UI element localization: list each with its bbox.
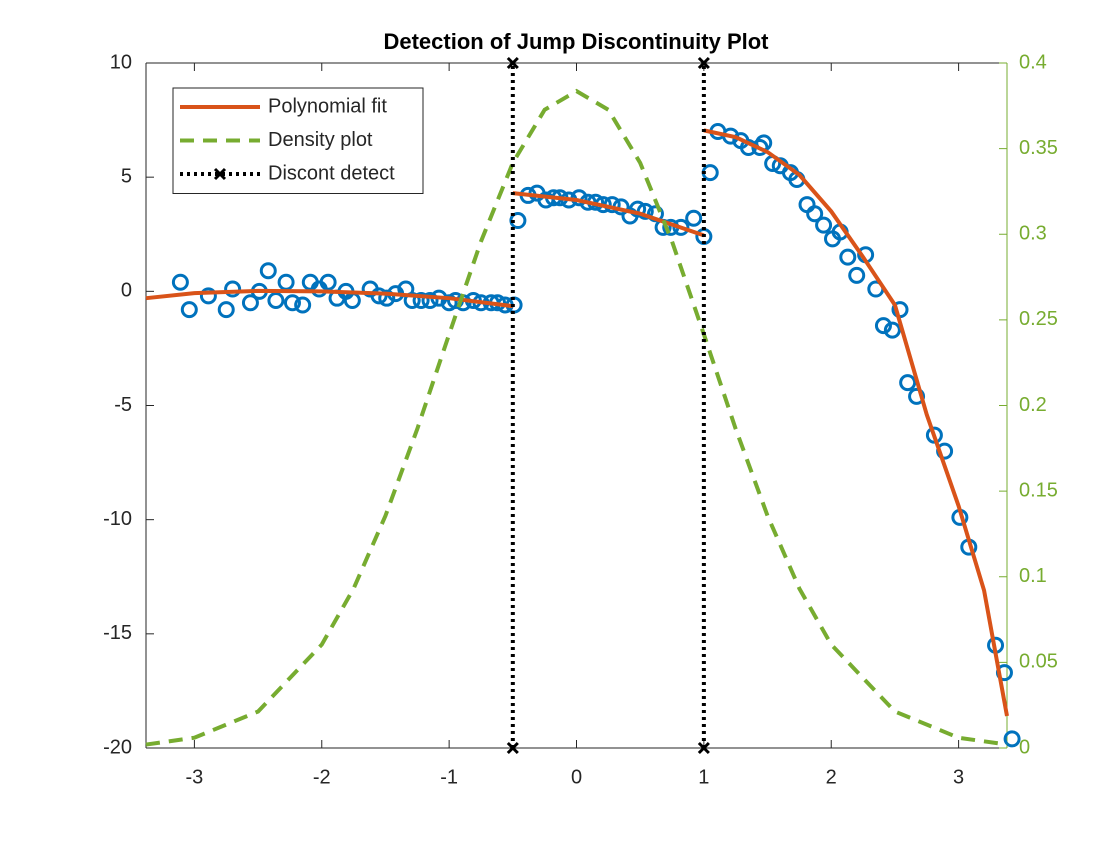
data-point [199, 287, 217, 305]
y2-tick-label: 0 [1019, 736, 1030, 758]
series-line [510, 63, 706, 748]
series-line [145, 128, 1009, 717]
x-tick-label: 0 [571, 766, 582, 788]
legend-label: Discont detect [268, 162, 395, 184]
data-point [412, 291, 430, 309]
data-point [815, 216, 833, 234]
x-tick-label: 2 [826, 766, 837, 788]
data-point [672, 218, 690, 236]
data-point [259, 262, 277, 280]
x-tick-label: -2 [313, 766, 331, 788]
y-tick-label: 5 [121, 165, 132, 187]
data-point [629, 200, 647, 218]
y-tick-label: -10 [103, 508, 132, 530]
data-point [403, 291, 421, 309]
data-point [370, 287, 388, 305]
x-marker [697, 741, 710, 755]
y2-tick-label: 0.4 [1019, 51, 1047, 73]
data-point [217, 301, 235, 319]
y2-tick-label: 0.1 [1019, 565, 1047, 587]
y-tick-label: -5 [114, 394, 132, 416]
data-point [241, 294, 259, 312]
x-marker [697, 56, 710, 70]
y2-tick-label: 0.2 [1019, 394, 1047, 416]
data-point [899, 374, 917, 392]
x-tick-label: 3 [953, 766, 964, 788]
data-point [378, 289, 396, 307]
series-line [145, 88, 1008, 747]
data-point [224, 280, 242, 298]
data-point [874, 317, 892, 335]
data-point [294, 296, 312, 314]
x-tick-label: 1 [698, 766, 709, 788]
data-point [908, 387, 926, 405]
data-point [283, 294, 301, 312]
data-point [421, 291, 439, 309]
data-point [1003, 730, 1021, 748]
x-marker [506, 56, 519, 70]
data-point [839, 248, 857, 266]
y2-tick-label: 0.35 [1019, 137, 1058, 159]
legend-label: Polynomial fit [268, 95, 387, 117]
data-point [806, 205, 824, 223]
data-point [171, 273, 189, 291]
data-point [180, 301, 198, 319]
data-point [848, 266, 866, 284]
y-tick-label: -15 [103, 622, 132, 644]
x-tick-label: -3 [186, 766, 204, 788]
data-point [883, 321, 901, 339]
data-point [267, 291, 285, 309]
data-point [685, 209, 703, 227]
y-tick-label: 0 [121, 280, 132, 302]
x-tick-label: -1 [440, 766, 458, 788]
x-marker [213, 167, 227, 181]
data-point [319, 273, 337, 291]
y2-tick-label: 0.15 [1019, 479, 1058, 501]
chart-title: Detection of Jump Discontinuity Plot [383, 29, 769, 54]
y-tick-label: 10 [110, 51, 132, 73]
legend-label: Density plot [268, 129, 373, 151]
y2-tick-label: 0.3 [1019, 223, 1047, 245]
y2-tick-label: 0.25 [1019, 308, 1058, 330]
y-tick-label: -20 [103, 736, 132, 758]
y2-tick-label: 0.05 [1019, 651, 1058, 673]
x-marker [506, 741, 519, 755]
